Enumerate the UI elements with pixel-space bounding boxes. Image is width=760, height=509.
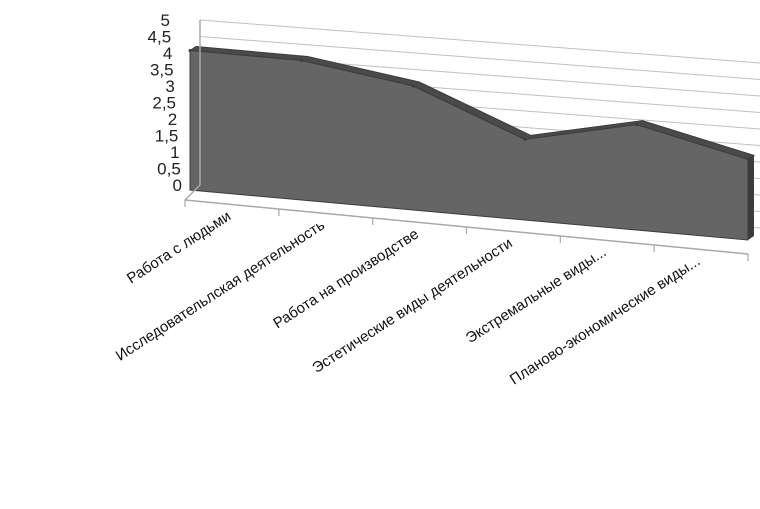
x-tick-label: Планово-экономические виды... [507,253,703,389]
data-point [746,157,750,161]
data-point [411,84,415,88]
x-tick-label: Исследовательлская деятельность [113,217,328,365]
y-tick-label: 2 [168,110,177,129]
x-tick-label: Эстетические виды деятельности [309,235,515,377]
y-tick-label: 1,5 [155,127,179,146]
data-point [523,137,527,141]
gridline [199,36,760,80]
y-tick-label: 4 [163,44,172,63]
y-tick-label: 1 [170,143,179,162]
y-tick-label: 0 [173,176,182,195]
y-tick-label: 0,5 [157,160,181,179]
axes [184,20,749,261]
x-tick-label: Работа с людьми [124,208,234,288]
y-axis-tick-labels: 00,511,522,533,544,55 [148,11,182,195]
floor-edge [184,184,201,201]
y-tick-label: 3 [165,77,174,96]
y-tick-label: 5 [161,11,170,30]
gridline [199,19,760,64]
y-tick-label: 3,5 [150,61,174,80]
data-point [188,49,192,52]
y-tick-label: 2,5 [152,94,176,113]
data-point [634,123,638,127]
area-series [188,45,756,241]
y-tick-label: 4,5 [148,28,172,47]
data-point [300,59,304,62]
area-side-edge [748,155,754,240]
area-front-face [189,49,749,241]
